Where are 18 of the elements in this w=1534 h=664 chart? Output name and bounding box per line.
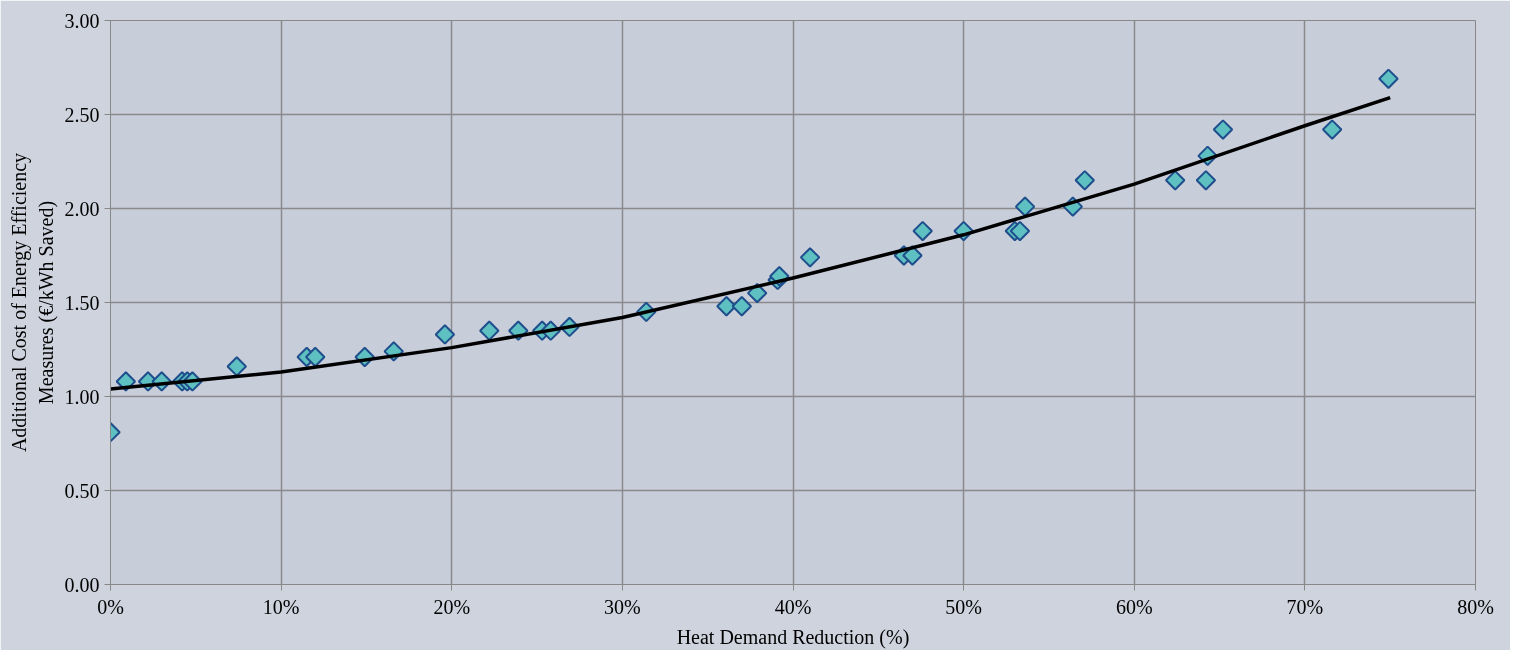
x-axis-title: Heat Demand Reduction (%) — [676, 625, 910, 649]
x-tick-label: 10% — [262, 595, 300, 618]
x-tick-label: 20% — [433, 595, 471, 618]
x-tick-label: 0% — [97, 595, 124, 618]
y-tick-label: 2.50 — [64, 103, 100, 126]
x-tick-label: 80% — [1457, 595, 1494, 618]
x-tick-label: 70% — [1286, 595, 1324, 618]
x-tick-label: 40% — [774, 595, 812, 618]
y-tick-label: 1.00 — [64, 385, 100, 408]
y-axis-title: Additional Cost of Energy Efficiency Measures (€/kWh Saved) — [8, 152, 58, 453]
x-tick-label: 50% — [945, 595, 982, 618]
x-tick-label: 30% — [604, 595, 641, 618]
y-tick-label: 2.00 — [64, 197, 100, 220]
y-tick-label: 3.00 — [64, 9, 100, 32]
y-tick-label: 0.50 — [64, 479, 100, 502]
y-tick-label: 1.50 — [64, 291, 100, 314]
x-tick-label: 60% — [1115, 595, 1153, 618]
y-tick-label: 0.00 — [64, 573, 100, 596]
